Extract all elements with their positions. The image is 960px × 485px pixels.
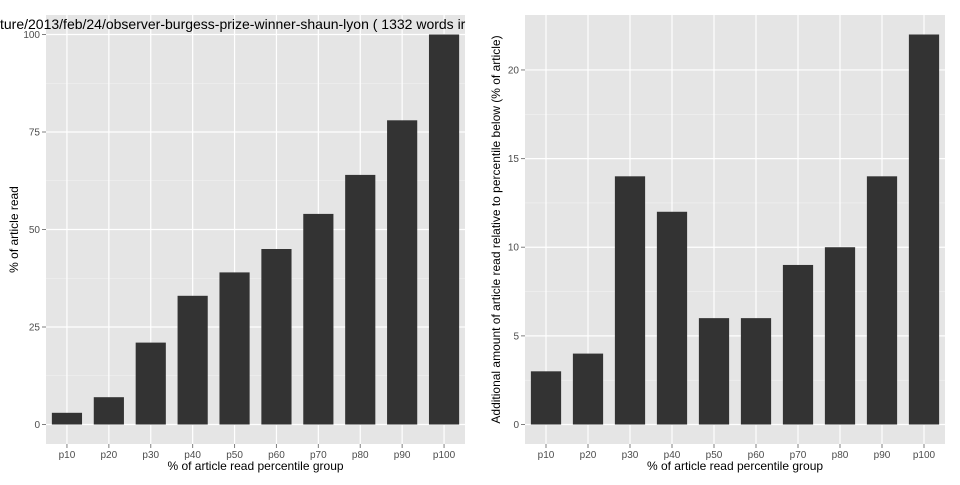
bar-p40 <box>177 295 208 425</box>
bar-p70 <box>782 264 814 425</box>
x-tick-label: p10 <box>59 450 76 461</box>
x-axis-title: % of article read percentile group <box>167 459 343 473</box>
x-tick-label: p90 <box>874 450 891 461</box>
left-chart-panel: 0 25 50 75 100 p10 p20 p30 p40 p50 p60 p70 p80 p90 p10… <box>0 15 466 473</box>
y-tick-label: 10 <box>508 243 520 254</box>
bar-p80 <box>824 247 856 425</box>
x-tick-label: p70 <box>310 450 327 461</box>
bar-p90 <box>866 176 898 425</box>
x-tick-label: p30 <box>622 450 639 461</box>
bar-p40 <box>656 211 688 425</box>
x-axis-title: % of article read percentile group <box>647 459 823 473</box>
x-tick-label: p80 <box>352 450 369 461</box>
chart-title: ture/2013/feb/24/observer-burgess-prize-… <box>0 16 466 32</box>
bar-p50 <box>219 272 250 425</box>
y-axis-title: Additional amount of article read relati… <box>489 35 503 423</box>
y-tick-label: 20 <box>508 65 520 76</box>
x-tick-label: p60 <box>268 450 285 461</box>
bar-p50 <box>698 318 730 425</box>
x-tick-label: p50 <box>706 450 723 461</box>
x-tick-label: p40 <box>664 450 681 461</box>
y-tick-label: 100 <box>23 30 40 41</box>
x-tick-label: p20 <box>580 450 597 461</box>
y-tick-label: 50 <box>29 225 41 236</box>
bar-p10 <box>51 412 83 425</box>
x-tick-label: p20 <box>101 450 118 461</box>
x-tick-label: p90 <box>394 450 411 461</box>
x-tick-label: p100 <box>433 450 456 461</box>
y-axis-title: % of article read <box>7 186 21 273</box>
bar-p30 <box>135 342 166 425</box>
bar-p100 <box>428 34 460 425</box>
bar-p100 <box>908 34 940 425</box>
bar-p90 <box>387 120 418 425</box>
y-tick-label: 0 <box>513 420 519 431</box>
bar-p80 <box>345 174 376 425</box>
bar-p70 <box>303 213 334 425</box>
y-tick-label: 0 <box>34 420 40 431</box>
bar-p20 <box>572 353 604 425</box>
bar-p60 <box>740 318 772 425</box>
y-tick-label: 5 <box>513 331 519 342</box>
x-tick-label: p40 <box>184 450 201 461</box>
x-tick-label: p100 <box>913 450 936 461</box>
y-tick-label: 25 <box>29 323 41 334</box>
bar-p30 <box>614 176 646 425</box>
right-chart-panel: 0 5 10 15 20 p10 p20 p30 p40 p50 p60 p70 p80 p90 p100%… <box>489 15 945 473</box>
bar-p10 <box>530 371 562 425</box>
bar-p60 <box>261 249 292 425</box>
x-tick-label: p10 <box>538 450 555 461</box>
y-tick-label: 75 <box>29 128 41 139</box>
x-tick-label: p60 <box>748 450 765 461</box>
bar-p20 <box>93 397 124 425</box>
x-tick-label: p70 <box>790 450 807 461</box>
y-tick-label: 15 <box>508 154 520 165</box>
x-tick-label: p50 <box>226 450 243 461</box>
x-tick-label: p80 <box>832 450 849 461</box>
x-tick-label: p30 <box>142 450 159 461</box>
